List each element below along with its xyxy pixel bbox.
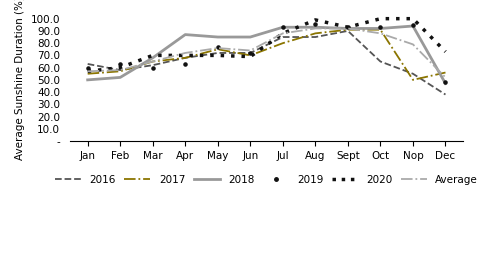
Average (442, 76, 448, 79)
2019 (442, 81, 448, 84)
2018 (312, 26, 318, 29)
2019 (378, 26, 384, 29)
Average (345, 27, 351, 30)
2016 (84, 62, 90, 66)
2018 (182, 33, 188, 36)
2018 (84, 78, 90, 81)
2018 (248, 35, 254, 39)
2020 (84, 70, 90, 73)
2020 (182, 54, 188, 57)
2018 (345, 27, 351, 30)
Average (182, 51, 188, 55)
2016 (312, 35, 318, 39)
2018 (117, 76, 123, 79)
Average (378, 32, 384, 35)
2018 (280, 26, 286, 29)
2020 (378, 17, 384, 20)
2016 (150, 63, 156, 67)
2020 (248, 55, 254, 58)
2016 (410, 72, 416, 75)
2019 (84, 66, 90, 69)
2016 (345, 29, 351, 33)
Average (410, 43, 416, 46)
2019 (345, 26, 351, 29)
2016 (280, 35, 286, 39)
2017 (182, 56, 188, 60)
2018 (215, 35, 221, 39)
2016 (117, 68, 123, 72)
2020 (150, 54, 156, 57)
2019 (117, 62, 123, 66)
2017 (410, 78, 416, 81)
2019 (182, 62, 188, 66)
2017 (117, 70, 123, 73)
2017 (215, 48, 221, 51)
Average (215, 46, 221, 50)
2020 (442, 50, 448, 53)
Average (117, 68, 123, 72)
2017 (312, 32, 318, 35)
Legend: 2016, 2017, 2018, 2019, 2020, Average: 2016, 2017, 2018, 2019, 2020, Average (51, 171, 482, 189)
Line: 2018: 2018 (88, 26, 446, 84)
2019 (410, 23, 416, 26)
Average (248, 49, 254, 52)
2016 (215, 51, 221, 55)
2017 (442, 71, 448, 74)
2017 (280, 41, 286, 45)
2020 (117, 66, 123, 69)
Line: 2016: 2016 (88, 31, 446, 95)
Line: 2019: 2019 (84, 20, 448, 86)
2017 (248, 54, 254, 57)
2020 (312, 18, 318, 22)
2020 (410, 17, 416, 20)
Line: Average: Average (88, 28, 446, 78)
2017 (150, 60, 156, 63)
2020 (280, 32, 286, 35)
2019 (312, 22, 318, 25)
Average (150, 60, 156, 63)
2018 (410, 24, 416, 28)
2017 (84, 72, 90, 75)
2019 (248, 51, 254, 55)
2019 (150, 66, 156, 69)
2016 (248, 51, 254, 55)
2018 (442, 82, 448, 85)
2019 (215, 45, 221, 49)
2019 (280, 26, 286, 29)
2020 (215, 54, 221, 57)
2017 (345, 28, 351, 31)
Line: 2020: 2020 (88, 19, 446, 71)
2016 (182, 56, 188, 60)
Y-axis label: Average Sunshine Duration (%): Average Sunshine Duration (%) (15, 0, 25, 160)
2018 (378, 27, 384, 30)
2020 (345, 26, 351, 29)
Average (280, 32, 286, 35)
2016 (378, 60, 384, 63)
2017 (378, 28, 384, 31)
Average (312, 27, 318, 30)
2016 (442, 93, 448, 96)
Line: 2017: 2017 (88, 30, 446, 80)
Average (84, 70, 90, 73)
2018 (150, 56, 156, 60)
